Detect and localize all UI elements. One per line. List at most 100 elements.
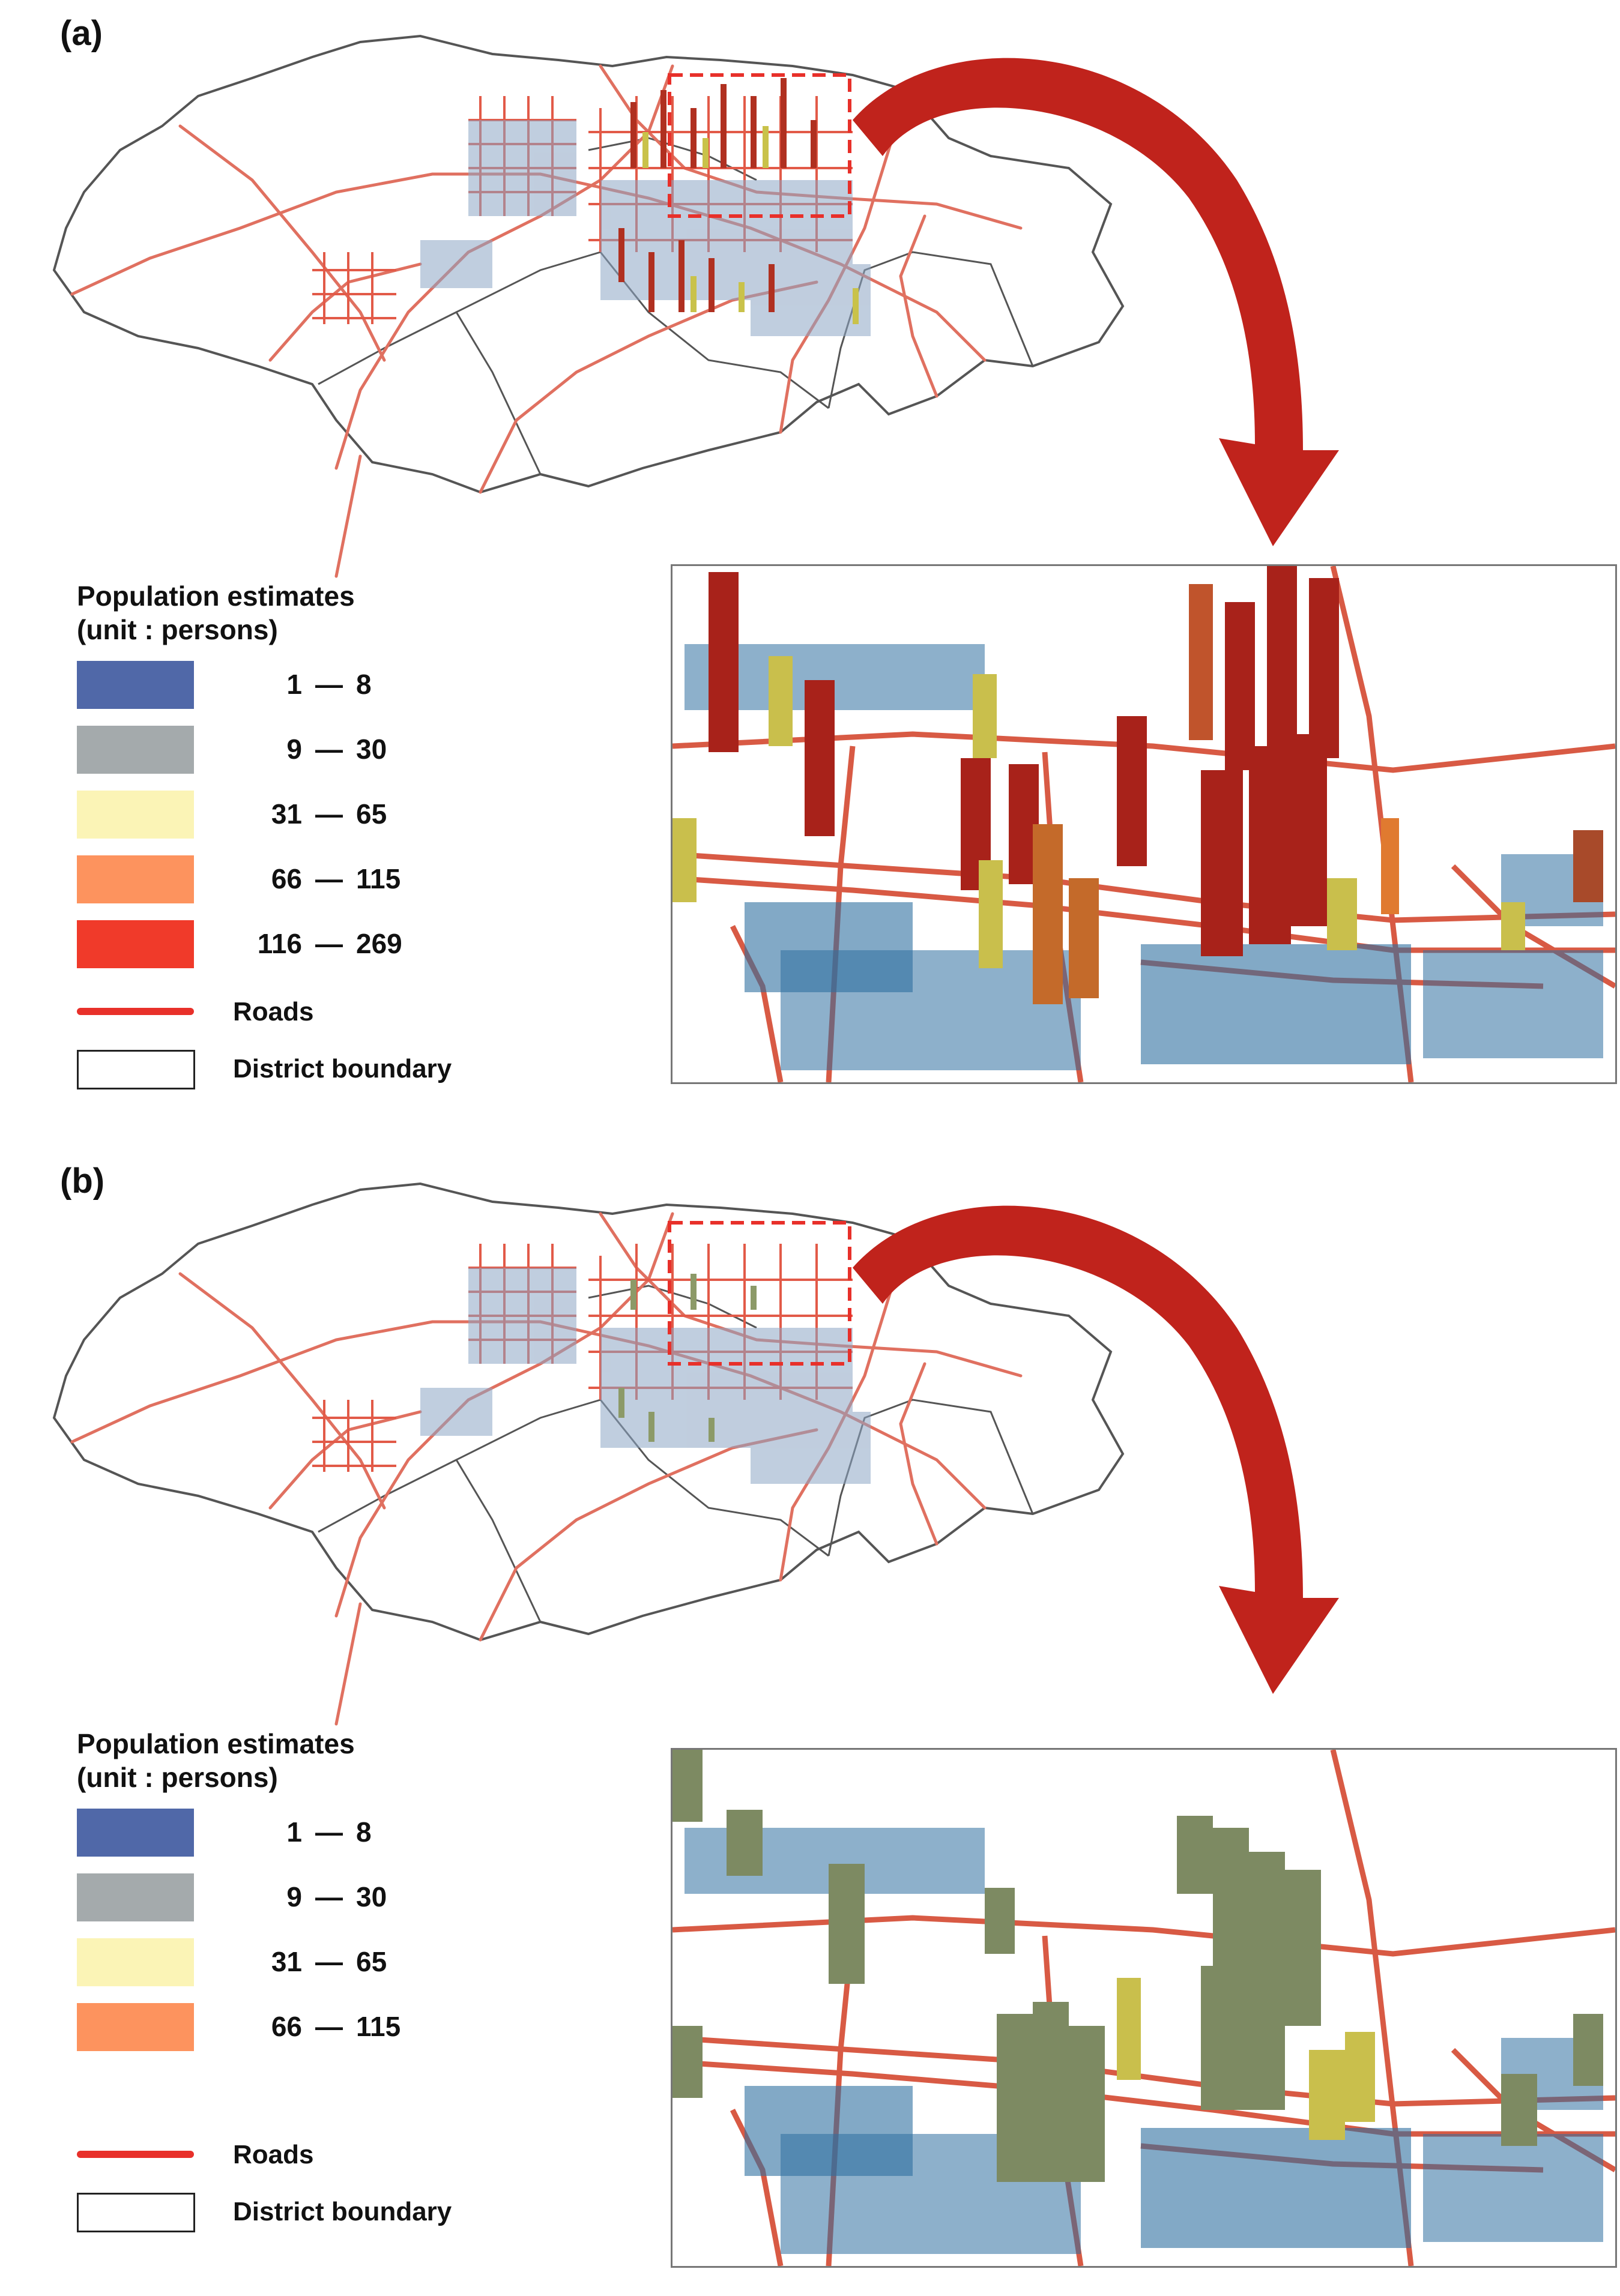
range-high: 30: [356, 734, 387, 765]
legend-class-row: 31 — 65: [77, 783, 617, 848]
district-boundary: [827, 251, 1034, 409]
range-low: 31: [271, 1946, 302, 1977]
range-dash: —: [315, 734, 343, 765]
legend-class-row: 9 — 30: [77, 1866, 617, 1931]
range-high: 8: [356, 669, 372, 700]
district-boundary: [455, 1459, 542, 1623]
tall-buildings: [672, 1750, 1603, 2182]
legend-boundary: District boundary: [77, 1041, 617, 1098]
legend: Population estimates (unit : persons) 1 —…: [77, 579, 617, 1098]
range-low: 66: [271, 2011, 302, 2042]
legend-classes: 1 — 8 9 — 30 31 — 65 66 — 115 116 — 269: [77, 654, 617, 978]
legend-color-swatch: [77, 920, 194, 968]
range-high: 115: [356, 863, 401, 894]
legend-range-label: 66 — 115: [230, 863, 400, 895]
road: [334, 1602, 362, 1726]
road: [672, 851, 1615, 923]
legend-range-label: 1 — 8: [230, 668, 372, 701]
range-dash: —: [315, 2011, 343, 2042]
boundary-label: District boundary: [233, 1054, 452, 1083]
legend-range-label: 66 — 115: [230, 2010, 400, 2043]
road: [334, 1212, 674, 1618]
legend-unit: (unit : persons): [77, 1762, 278, 1793]
range-high: 30: [356, 1881, 387, 1912]
range-high: 8: [356, 1816, 372, 1848]
road: [178, 124, 386, 362]
zoom-arrow: [853, 58, 1339, 547]
range-low: 1: [286, 1816, 302, 1848]
zoomed-3d-view: [671, 1748, 1617, 2268]
tall-buildings: [672, 566, 1603, 1004]
inset-scene: [672, 1750, 1615, 2266]
legend-range-label: 1 — 8: [230, 1816, 372, 1848]
range-dash: —: [315, 928, 343, 959]
legend-class-row: 31 — 65: [77, 1931, 617, 1996]
building-columns: [618, 1274, 757, 1442]
legend-title: Population estimates: [77, 580, 355, 612]
legend-range-label: 31 — 65: [230, 798, 387, 830]
road: [312, 1400, 396, 1472]
range-dash: —: [315, 1946, 343, 1977]
legend-roads: Roads: [77, 984, 617, 1041]
district-boundary: [52, 34, 1125, 494]
panel-a: (a): [52, 14, 1617, 1098]
boundary-swatch: [77, 1050, 195, 1089]
legend: Population estimates (unit : persons) 1 —…: [77, 1727, 617, 2241]
legend-range-label: 9 — 30: [230, 1881, 387, 1913]
zoom-area-box: [668, 73, 851, 218]
legend-color-swatch: [77, 1809, 194, 1857]
legend-class-row: 116 — 269: [77, 913, 617, 978]
district-boundary: [455, 312, 542, 475]
road-line-swatch: [77, 2151, 194, 2158]
zoom-area-box: [668, 1221, 851, 1366]
overview-map: [52, 34, 1339, 578]
road: [178, 1272, 386, 1510]
legend-unit: (unit : persons): [77, 614, 278, 645]
range-low: 1: [286, 669, 302, 700]
range-low: 31: [271, 798, 302, 830]
range-high: 269: [356, 928, 402, 959]
range-dash: —: [315, 669, 343, 700]
road: [672, 1915, 1615, 1957]
legend-classes: 1 — 8 9 — 30 31 — 65 66 — 115: [77, 1801, 617, 2061]
range-low: 116: [257, 928, 302, 959]
legend-color-swatch: [77, 1873, 194, 1921]
range-high: 65: [356, 1946, 387, 1977]
range-dash: —: [315, 1881, 343, 1912]
zoomed-3d-view: [671, 564, 1617, 1084]
legend-class-row: 66 — 115: [77, 848, 617, 913]
road: [899, 1362, 938, 1546]
legend-class-row: 9 — 30: [77, 719, 617, 783]
legend-class-row: 1 — 8: [77, 1801, 617, 1866]
panel-label: (b): [60, 1162, 105, 1201]
legend-class-row: 1 — 8: [77, 654, 617, 719]
legend-color-swatch: [77, 2003, 194, 2051]
range-low: 9: [286, 1881, 302, 1912]
overview-map: [52, 1182, 1339, 1726]
legend-roads: Roads: [77, 2127, 617, 2184]
road: [334, 64, 674, 470]
roads-label: Roads: [233, 2140, 314, 2169]
legend-range-label: 31 — 65: [230, 1945, 387, 1978]
range-low: 9: [286, 734, 302, 765]
legend-range-label: 116 — 269: [230, 927, 402, 960]
range-dash: —: [315, 798, 343, 830]
road: [899, 214, 938, 398]
road: [334, 454, 362, 578]
legend-color-swatch: [77, 791, 194, 839]
boundary-label: District boundary: [233, 2197, 452, 2226]
legend-color-swatch: [77, 1938, 194, 1986]
range-low: 66: [271, 863, 302, 894]
legend-color-swatch: [77, 661, 194, 709]
range-dash: —: [315, 863, 343, 894]
roads-label: Roads: [233, 997, 314, 1026]
inset-scene: [672, 566, 1615, 1082]
road: [268, 262, 422, 362]
district-boundary: [52, 1182, 1125, 1642]
zoom-arrow: [853, 1205, 1339, 1694]
panel-label: (a): [60, 14, 103, 53]
road: [312, 252, 396, 324]
panel-b: (b): [0, 1148, 1620, 2295]
boundary-swatch: [77, 2193, 195, 2232]
legend-color-swatch: [77, 726, 194, 774]
